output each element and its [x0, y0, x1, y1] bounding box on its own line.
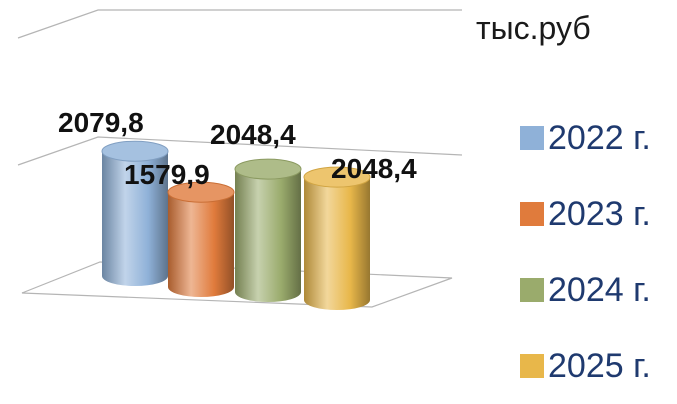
- bar-2024: [234, 158, 302, 302]
- legend-label: 2022 г.: [548, 118, 651, 157]
- data-label-2022: 2079,8: [58, 107, 144, 138]
- bar-2023: [167, 181, 235, 297]
- chart-floor: [21, 261, 453, 308]
- gridline-middle: [17, 136, 463, 166]
- chart-walls: [17, 9, 463, 308]
- bar-top: [167, 181, 235, 203]
- gridline-top: [17, 9, 462, 39]
- bar-body: [235, 169, 301, 302]
- legend-swatch: [520, 354, 544, 378]
- legend-item-2025: 2025 г.: [520, 328, 651, 404]
- legend: 2022 г. 2023 г. 2024 г. 2025 г.: [520, 100, 651, 404]
- legend-label: 2023 г.: [548, 194, 651, 233]
- legend-swatch: [520, 278, 544, 302]
- data-label-2025: 2048,4: [331, 153, 417, 184]
- bar-top: [234, 158, 302, 180]
- bar-2022: [101, 140, 169, 286]
- legend-item-2023: 2023 г.: [520, 176, 651, 252]
- bar-body: [168, 192, 234, 297]
- legend-item-2024: 2024 г.: [520, 252, 651, 328]
- legend-swatch: [520, 126, 544, 150]
- unit-label: тыс.руб: [476, 10, 591, 46]
- legend-swatch: [520, 202, 544, 226]
- data-label-2023: 1579,9: [124, 159, 210, 190]
- bar-top: [303, 166, 371, 188]
- legend-item-2022: 2022 г.: [520, 100, 651, 176]
- legend-label: 2024 г.: [548, 270, 651, 309]
- bar-body: [102, 151, 168, 286]
- bar-group: [101, 140, 371, 310]
- bar-body: [304, 177, 370, 310]
- data-label-2024: 2048,4: [210, 119, 296, 150]
- bar-2025: [303, 166, 371, 310]
- bar-top: [101, 140, 169, 162]
- legend-label: 2025 г.: [548, 346, 651, 385]
